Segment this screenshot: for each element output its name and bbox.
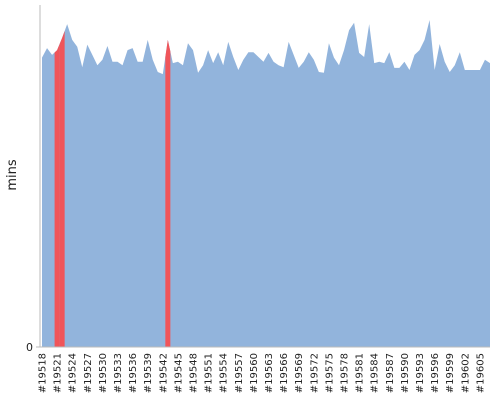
x-tick-label: #19599	[445, 353, 456, 393]
x-tick-label: #19605	[475, 353, 486, 393]
x-tick-label: #19581	[355, 353, 366, 393]
x-tick-label: #19572	[309, 353, 320, 393]
x-tick-label: #19554	[219, 353, 230, 393]
x-tick-label: #19530	[98, 353, 109, 393]
x-tick-label: #19527	[83, 353, 94, 393]
x-tick-label: #19563	[264, 353, 275, 393]
x-tick-label: #19524	[68, 353, 79, 393]
x-tick-label: #19575	[324, 353, 335, 393]
y-axis-label: mins	[5, 159, 20, 191]
area	[42, 20, 490, 347]
highlight-area	[54, 43, 60, 347]
x-tick-label: #19587	[385, 353, 396, 393]
x-tick-label: #19536	[128, 353, 139, 393]
x-tick-label: #19590	[400, 353, 411, 393]
x-tick-label: #19551	[204, 353, 215, 393]
x-tick-label: #19560	[249, 353, 260, 393]
highlight-area	[59, 30, 65, 347]
x-tick-label: #19539	[143, 353, 154, 393]
x-tick-label: #19566	[279, 353, 290, 393]
x-tick-label: #19545	[173, 353, 184, 393]
x-tick-label: #19518	[38, 353, 49, 393]
y-tick-label: 0	[26, 341, 33, 354]
x-tick-label: #19584	[370, 353, 381, 393]
x-tick-label: #19533	[113, 353, 124, 393]
x-tick-label: #19596	[430, 353, 441, 393]
x-tick-label: #19548	[189, 353, 200, 393]
highlight-area	[165, 39, 171, 347]
x-tick-label: #19521	[53, 353, 64, 393]
x-tick-label: #19557	[234, 353, 245, 393]
x-tick-label: #19578	[340, 353, 351, 393]
x-tick-label: #19569	[294, 353, 305, 393]
x-tick-label: #19593	[415, 353, 426, 393]
x-tick-label: #19542	[158, 353, 169, 393]
x-tick-label: #19602	[460, 353, 471, 393]
